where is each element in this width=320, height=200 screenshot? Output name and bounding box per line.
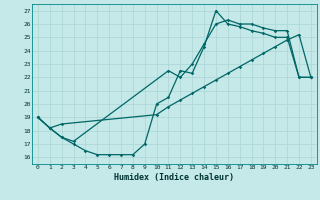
X-axis label: Humidex (Indice chaleur): Humidex (Indice chaleur) (115, 173, 234, 182)
